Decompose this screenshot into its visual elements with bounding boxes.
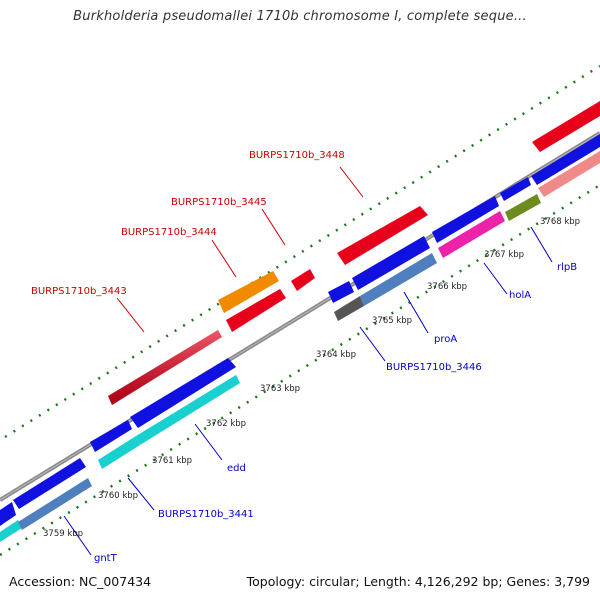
tick-label-3766: 3766 kbp — [427, 282, 467, 292]
gene-edd[interactable] — [130, 358, 240, 445]
gene-burps1710b-3446[interactable] — [328, 281, 364, 321]
label-edd[interactable]: edd — [227, 463, 246, 474]
leader-lines — [63, 166, 553, 556]
gene-top-right-red[interactable] — [532, 101, 600, 152]
tick-label-3768: 3768 kbp — [540, 217, 580, 227]
accession-text: Accession: NC_007434 — [9, 574, 152, 589]
gene-top-right-blue[interactable] — [531, 134, 600, 197]
gene-burps1710b-3443[interactable] — [108, 330, 222, 405]
label-proA[interactable]: proA — [434, 334, 457, 345]
tick-label-3760: 3760 kbp — [98, 491, 138, 501]
gene-gntT[interactable] — [0, 458, 92, 542]
gene-holA[interactable] — [432, 196, 505, 258]
label-burps1710b-3446[interactable]: BURPS1710b_3446 — [386, 362, 482, 373]
gene-burps1710b-3445[interactable] — [291, 269, 315, 291]
tick-label-3763: 3763 kbp — [260, 384, 300, 394]
label-rlpB[interactable]: rlpB — [557, 262, 577, 273]
label-burps1710b-3445[interactable]: BURPS1710b_3445 — [171, 197, 267, 208]
label-burps1710b-3448[interactable]: BURPS1710b_3448 — [249, 150, 345, 161]
tick-label-3759: 3759 kbp — [43, 529, 83, 539]
gene-burps1710b-3444b[interactable] — [226, 289, 286, 332]
label-gntT[interactable]: gntT — [94, 553, 118, 564]
tick-label-3765: 3765 kbp — [372, 316, 412, 326]
gene-burps1710b-3444[interactable] — [218, 271, 279, 313]
tick-label-3762: 3762 kbp — [206, 419, 246, 429]
label-burps1710b-3444[interactable]: BURPS1710b_3444 — [121, 227, 217, 238]
tick-label-3761: 3761 kbp — [152, 456, 192, 466]
gene-burps1710b-3448[interactable] — [337, 206, 428, 265]
gene-burps1710b-3441[interactable] — [90, 420, 140, 469]
topology-text: Topology: circular; Length: 4,126,292 bp… — [246, 574, 590, 589]
tick-label-3767: 3767 kbp — [484, 250, 524, 260]
gene-rlpB[interactable] — [500, 177, 541, 221]
gene-proA[interactable] — [352, 236, 437, 306]
label-holA[interactable]: holA — [509, 290, 531, 301]
label-burps1710b-3443[interactable]: BURPS1710b_3443 — [31, 286, 127, 297]
map-title: Burkholderia pseudomallei 1710b chromoso… — [73, 9, 527, 24]
tick-label-3764: 3764 kbp — [316, 350, 356, 360]
label-burps1710b-3441[interactable]: BURPS1710b_3441 — [158, 509, 254, 520]
outer-dotted-ring — [4, 64, 600, 439]
kbp-scale-ring — [0, 183, 600, 557]
